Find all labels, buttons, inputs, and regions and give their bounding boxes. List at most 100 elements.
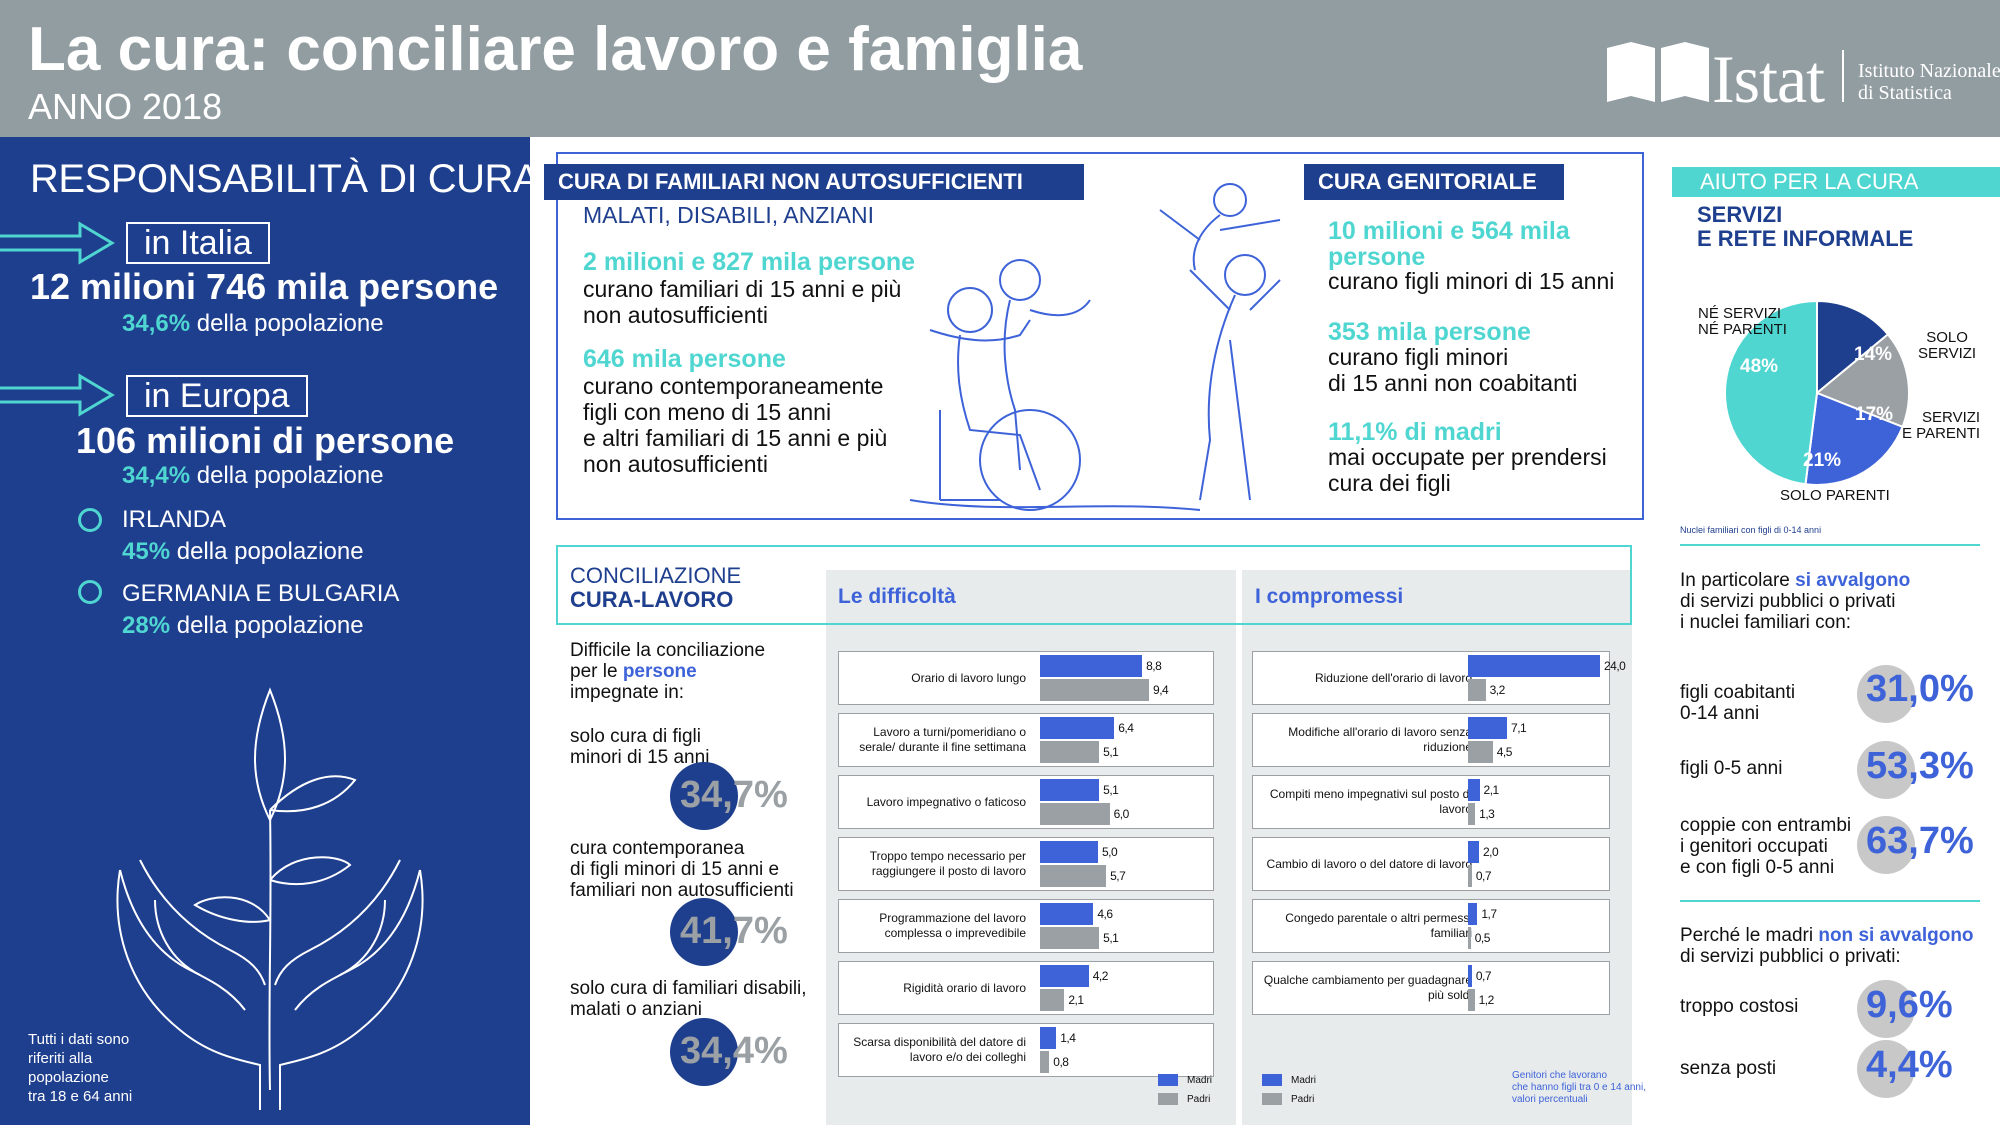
aiuto-section-tag: AIUTO PER LA CURA bbox=[1672, 167, 2000, 197]
bar-value-label: 5,0 bbox=[1102, 845, 1118, 859]
label-line: minori di 15 anni bbox=[570, 747, 710, 768]
chart-row-box bbox=[838, 1023, 1214, 1077]
pie-slice-3 bbox=[1724, 299, 1818, 486]
familiari-stat-2-head: 646 mila persone bbox=[583, 345, 786, 373]
chart-row-box bbox=[838, 651, 1214, 705]
label-line: figli coabitanti bbox=[1680, 682, 1796, 703]
bar-madri bbox=[1040, 903, 1094, 925]
bar-padri bbox=[1468, 741, 1493, 763]
footnote-line: riferiti alla bbox=[28, 1050, 93, 1067]
italia-share-text: della popolazione bbox=[190, 310, 384, 337]
chart-row-box bbox=[1252, 961, 1610, 1015]
chart-row-box bbox=[838, 775, 1214, 829]
divider bbox=[1680, 900, 1980, 902]
pie-label-line: SERVIZI bbox=[1922, 409, 1981, 426]
genitoriale-section-tag: CURA GENITORIALE bbox=[1304, 164, 1564, 200]
arrow-right-icon bbox=[0, 373, 115, 417]
label-line: familiari non autosufficienti bbox=[570, 880, 794, 901]
bar-padri bbox=[1040, 865, 1107, 887]
country-name: GERMANIA E BULGARIA bbox=[122, 580, 400, 607]
circle-bullet-icon bbox=[78, 580, 102, 604]
country-share: 28% della popolazione bbox=[122, 612, 364, 640]
circle-bullet-icon bbox=[78, 508, 102, 532]
bar-padri bbox=[1468, 679, 1486, 701]
difficolta-chart-title: Le difficoltà bbox=[838, 585, 956, 608]
bar-padri bbox=[1040, 1051, 1050, 1073]
conciliazione-item-label: solo cura di familiari disabili, malati … bbox=[570, 978, 807, 1020]
aiuto-intro-line: di servizi pubblici o privati bbox=[1680, 591, 1896, 612]
intro-line: impegnate in: bbox=[570, 682, 685, 703]
bar-category-label: Lavoro impegnativo o faticoso bbox=[866, 794, 1026, 809]
pie-label-line: NÉ SERVIZI bbox=[1698, 305, 1782, 322]
europa-total: 106 milioni di persone bbox=[76, 420, 455, 461]
pie-label-line: SERVIZI bbox=[1918, 345, 1977, 362]
note-line: che hanno figli tra 0 e 14 anni, bbox=[1512, 1082, 1646, 1093]
pie-chart bbox=[1724, 299, 1910, 486]
europa-label: in Europa bbox=[126, 375, 308, 417]
europa-share-text: della popolazione bbox=[190, 462, 384, 489]
bar-value-label: 1,3 bbox=[1479, 807, 1495, 821]
genitoriale-stat-1-head: 10 milioni e 564 mila persone bbox=[1328, 218, 1570, 270]
page-title: La cura: conciliare lavoro e famiglia bbox=[28, 15, 1083, 84]
logo-sub-line: Istituto Nazionale bbox=[1858, 60, 2000, 82]
conciliazione-subtitle: CURA-LAVORO bbox=[570, 587, 734, 612]
bar-madri bbox=[1468, 655, 1600, 677]
reason-pct: 9,6% bbox=[1866, 984, 1953, 1026]
bar-madri bbox=[1040, 1027, 1057, 1049]
bar-value-label: 4,5 bbox=[1496, 745, 1513, 759]
pie-label: SOLO PARENTI bbox=[1780, 487, 1890, 504]
legend-swatch-madri bbox=[1262, 1074, 1282, 1086]
left-panel bbox=[0, 137, 530, 1125]
stat-head-line: persone bbox=[1328, 243, 1426, 271]
bar-madri bbox=[1040, 841, 1098, 863]
reason-label: senza posti bbox=[1680, 1058, 1777, 1079]
bubble-icon bbox=[1857, 816, 1915, 874]
bar-padri bbox=[1468, 803, 1476, 825]
familiari-stat-1-head: 2 milioni e 827 mila persone bbox=[583, 248, 916, 276]
bar-madri bbox=[1040, 655, 1143, 677]
label-line: figli 0-5 anni bbox=[1680, 758, 1783, 779]
chart-note: Genitori che lavorano che hanno figli tr… bbox=[1512, 1070, 1646, 1106]
bar-value-label: 0,7 bbox=[1475, 969, 1492, 983]
chart-row-box bbox=[1252, 837, 1610, 891]
chart-row-box bbox=[838, 713, 1214, 767]
bar-padri bbox=[1468, 927, 1471, 949]
caregivers-line-art-icon bbox=[909, 183, 1281, 511]
text: In particolare bbox=[1680, 570, 1796, 591]
logo-sub-line: di Statistica bbox=[1858, 82, 1952, 104]
chart-row-box bbox=[838, 899, 1214, 953]
bar-value-label: 0,8 bbox=[1053, 1055, 1069, 1069]
bar-padri bbox=[1040, 741, 1100, 763]
country-share-pct: 28% bbox=[122, 612, 171, 639]
bar-value-label: 4,6 bbox=[1097, 907, 1113, 921]
bar-value-label: 2,1 bbox=[1483, 783, 1500, 797]
istat-logo-subtitle: Istituto Nazionale di Statistica bbox=[1858, 60, 2000, 104]
bar-madri bbox=[1040, 965, 1089, 987]
bar-value-label: 2,1 bbox=[1068, 993, 1084, 1007]
label-line: solo cura di familiari disabili, bbox=[570, 978, 807, 999]
bar-padri bbox=[1040, 927, 1100, 949]
familiari-stat-2-text: curano contemporaneamente figli con meno… bbox=[583, 373, 887, 477]
bar-value-label: 4,2 bbox=[1092, 969, 1109, 983]
footnote-line: tra 18 e 64 anni bbox=[28, 1088, 133, 1105]
reason-label: troppo costosi bbox=[1680, 996, 1799, 1017]
stat-line: curano familiari di 15 anni e più bbox=[583, 276, 902, 302]
aiuto-intro: In particolare si avvalgono di servizi p… bbox=[1680, 570, 1910, 633]
legend-label: Padri bbox=[1187, 1094, 1211, 1105]
conciliazione-title: CONCILIAZIONE bbox=[570, 563, 742, 588]
chart-row-box bbox=[1252, 775, 1610, 829]
bar-madri bbox=[1040, 717, 1115, 739]
label-line: cura contemporanea bbox=[570, 838, 745, 859]
conciliazione-intro: Difficile la conciliazione per le person… bbox=[570, 640, 765, 703]
familiari-subtitle: MALATI, DISABILI, ANZIANI bbox=[583, 202, 874, 228]
bubble-icon bbox=[670, 762, 738, 830]
bar-value-label: 8,8 bbox=[1146, 659, 1162, 673]
hands-plant-icon bbox=[116, 687, 424, 1110]
bar-value-label: 5,7 bbox=[1110, 869, 1126, 883]
stat-line: cura dei figli bbox=[1328, 470, 1451, 496]
logo-divider bbox=[1842, 50, 1844, 102]
bubble-icon bbox=[1857, 980, 1915, 1038]
label-line: e con figli 0-5 anni bbox=[1680, 857, 1835, 878]
conciliazione-item-pct: 34,4% bbox=[680, 1030, 788, 1072]
pie-label: SOLO SERVIZI bbox=[1918, 330, 1976, 362]
